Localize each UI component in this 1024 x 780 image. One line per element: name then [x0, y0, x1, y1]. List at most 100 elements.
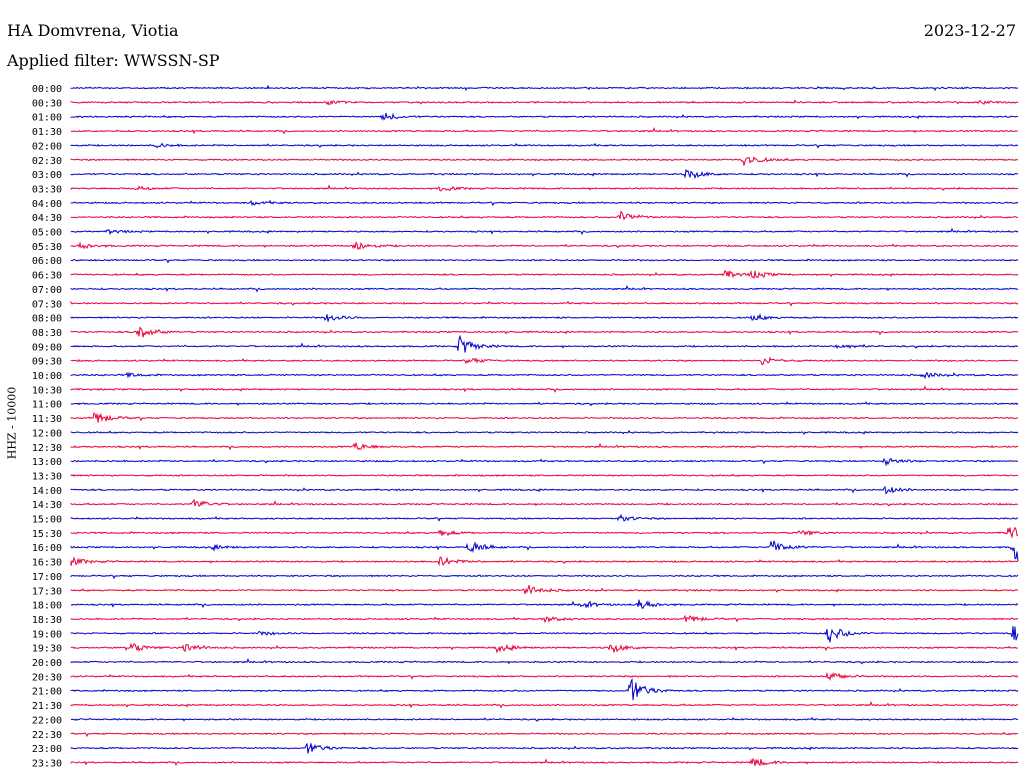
row-time-label: 23:00 [32, 744, 62, 755]
trace-line [70, 168, 1019, 180]
row-time-label: 23:30 [32, 758, 62, 769]
trace-line [70, 227, 1019, 236]
station-title: HA Domvrena, Viotia [7, 21, 179, 40]
row-time-label: 05:00 [32, 228, 62, 239]
row-time-label: 22:30 [32, 730, 62, 741]
row-time-label: 15:30 [32, 529, 62, 540]
row-time-label: 07:30 [32, 299, 62, 310]
row-time-label: 14:30 [32, 500, 62, 511]
trace-line [70, 284, 1019, 293]
trace-line [70, 743, 1019, 754]
row-time-label: 12:30 [32, 443, 62, 454]
trace-line [70, 99, 1019, 106]
trace-line [70, 401, 1019, 407]
row-time-label: 02:30 [32, 156, 62, 167]
row-time-label: 02:00 [32, 141, 62, 152]
trace-line [70, 258, 1019, 264]
trace-line [70, 334, 1019, 353]
trace-line [70, 556, 1019, 567]
row-time-label: 10:00 [32, 371, 62, 382]
row-time-label: 00:00 [32, 84, 62, 95]
trace-line [70, 385, 1019, 393]
row-time-label: 22:00 [32, 715, 62, 726]
trace-line [70, 84, 1019, 92]
row-time-label: 10:30 [32, 385, 62, 396]
trace-line [70, 626, 1019, 643]
trace-line [70, 498, 1019, 508]
row-time-label: 09:30 [32, 357, 62, 368]
trace-line [70, 526, 1019, 539]
trace-line [70, 126, 1019, 135]
trace-line [70, 574, 1019, 580]
trace-line [70, 429, 1019, 435]
row-time-label: 06:30 [32, 271, 62, 282]
trace-line [70, 677, 1019, 701]
row-time-label: 09:00 [32, 342, 62, 353]
trace-line [70, 326, 1019, 338]
row-time-label: 12:00 [32, 428, 62, 439]
trace-line [70, 671, 1019, 682]
row-time-label: 17:30 [32, 586, 62, 597]
trace-line [70, 412, 1019, 423]
row-time-label: 18:00 [32, 601, 62, 612]
row-time-label: 08:30 [32, 328, 62, 339]
row-time-label: 16:00 [32, 543, 62, 554]
row-time-label: 21:00 [32, 687, 62, 698]
row-time-label: 20:30 [32, 672, 62, 683]
row-time-label: 17:00 [32, 572, 62, 583]
row-time-label: 21:30 [32, 701, 62, 712]
row-time-label: 03:00 [32, 170, 62, 181]
date-label: 2023-12-27 [923, 21, 1016, 40]
row-time-label: 05:30 [32, 242, 62, 253]
row-time-label: 20:00 [32, 658, 62, 669]
trace-line [70, 716, 1019, 722]
trace-line [70, 142, 1019, 149]
trace-line [70, 473, 1019, 478]
row-time-label: 11:00 [32, 400, 62, 411]
row-time-label: 03:30 [32, 184, 62, 195]
trace-line [70, 614, 1019, 624]
trace-line [70, 642, 1019, 654]
trace-line [70, 585, 1019, 595]
row-time-label: 13:30 [32, 471, 62, 482]
row-time-label: 19:30 [32, 644, 62, 655]
trace-line [70, 513, 1018, 522]
trace-line [70, 757, 1019, 766]
trace-line [70, 700, 1019, 709]
trace-line [70, 485, 1019, 495]
trace-line [70, 731, 1019, 738]
trace-line [70, 112, 1019, 121]
trace-line [70, 540, 1019, 561]
trace-line [70, 312, 1019, 322]
row-time-label: 11:30 [32, 414, 62, 425]
trace-line [70, 300, 1019, 307]
row-time-label: 01:00 [32, 113, 62, 124]
trace-line [70, 356, 1019, 366]
trace-line [70, 210, 1019, 221]
row-time-label: 14:00 [32, 486, 62, 497]
filter-label: Applied filter: WWSSN-SP [7, 51, 220, 70]
trace-line [70, 457, 1019, 467]
row-time-label: 04:00 [32, 199, 62, 210]
row-time-label: 04:30 [32, 213, 62, 224]
row-time-label: 16:30 [32, 558, 62, 569]
row-time-label: 19:00 [32, 629, 62, 640]
row-time-label: 00:30 [32, 98, 62, 109]
trace-line [70, 241, 1019, 251]
row-time-label: 18:30 [32, 615, 62, 626]
trace-line [70, 199, 1019, 207]
trace-line [70, 371, 1019, 380]
trace-line [70, 269, 1019, 280]
row-time-label: 06:00 [32, 256, 62, 267]
trace-line [70, 658, 1019, 665]
trace-line [70, 599, 1019, 609]
row-time-label: 01:30 [32, 127, 62, 138]
trace-line [70, 184, 1019, 192]
row-time-label: 07:00 [32, 285, 62, 296]
row-time-label: 15:00 [32, 515, 62, 526]
trace-line [70, 441, 1019, 451]
trace-line [70, 156, 1019, 166]
row-time-label: 13:00 [32, 457, 62, 468]
row-time-label: 08:00 [32, 314, 62, 325]
